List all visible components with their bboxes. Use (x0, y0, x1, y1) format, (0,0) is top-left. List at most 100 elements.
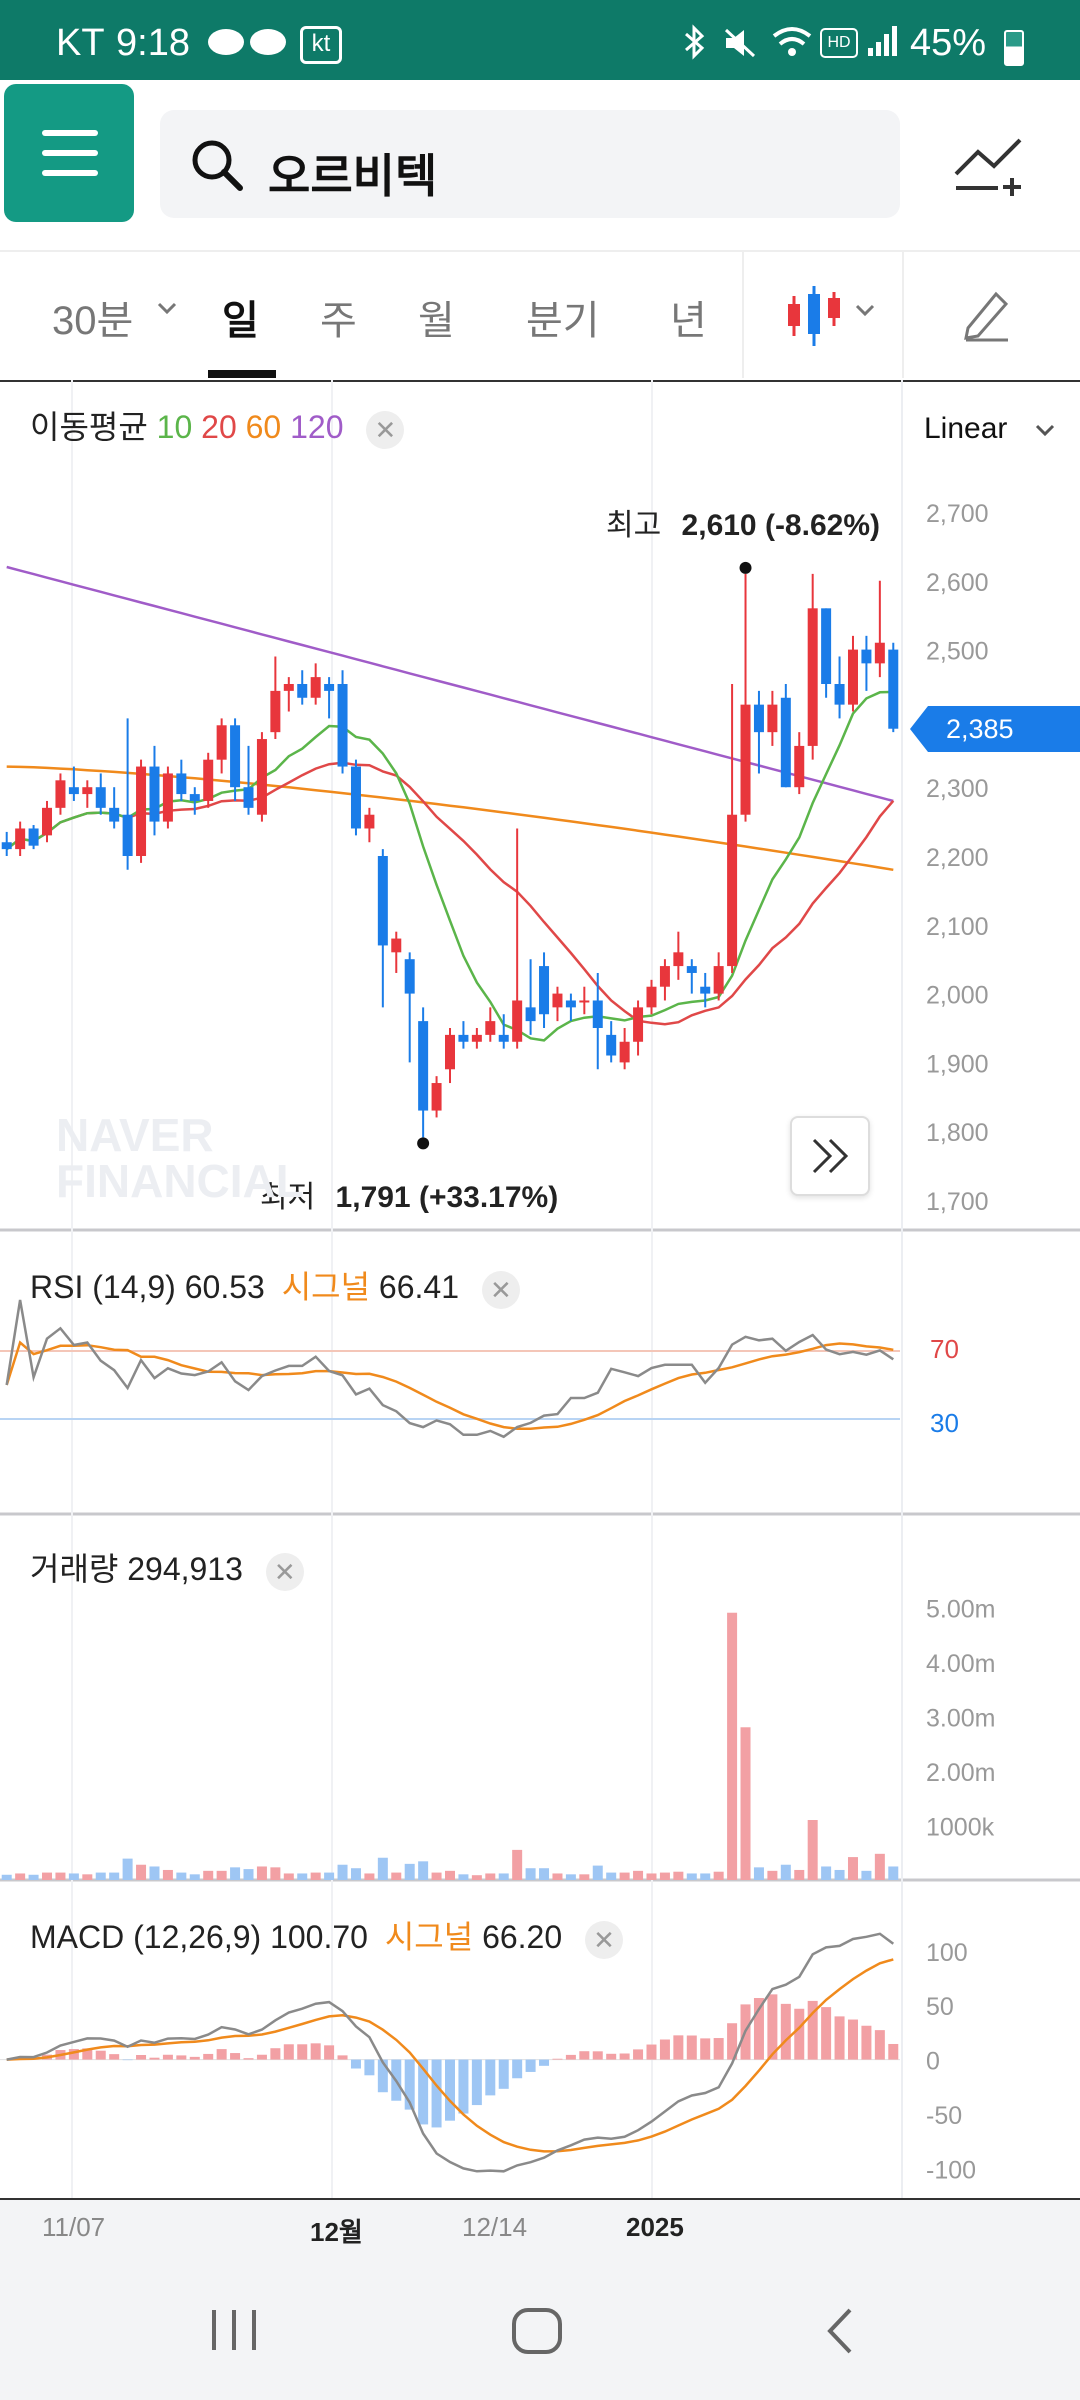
search-box[interactable]: 오르비텍 (160, 110, 900, 218)
tab-separator (902, 252, 904, 378)
menu-button[interactable] (4, 84, 134, 222)
volume-bar (834, 1869, 845, 1880)
high-marker (739, 561, 752, 574)
close-macd-button[interactable]: ✕ (585, 1920, 624, 1959)
volume-bar (753, 1867, 764, 1880)
volume-bar (525, 1868, 536, 1880)
volume-bar (42, 1872, 53, 1880)
status-carrier: KT (56, 22, 105, 64)
macd-histogram-bar (552, 2058, 563, 2060)
macd-signal-label: 시그널 (384, 1919, 474, 1955)
volume-bar (552, 1873, 563, 1880)
candle-body (646, 986, 657, 1008)
volume-bar (485, 1873, 496, 1880)
tab-week[interactable]: 주 (320, 299, 357, 343)
volume-bar (391, 1872, 402, 1880)
volume-bar (149, 1866, 160, 1880)
menu-icon-bar (42, 150, 98, 156)
price-tick-label: 2,000 (926, 982, 989, 1010)
chart-area[interactable]: 2,7002,6002,5002,4002,3002,2002,1002,000… (0, 380, 1080, 2200)
rsi-value: 60.53 (184, 1269, 265, 1305)
macd-label: MACD (12,26,9) (30, 1919, 262, 1955)
watermark: NAVER FINANCIAL (56, 1109, 304, 1207)
period-tabs: 30분 일 주 월 분기 년 (0, 250, 1080, 382)
volume-bar (162, 1869, 173, 1880)
macd-histogram-bar (122, 2059, 133, 2061)
tab-day[interactable]: 일 (222, 299, 259, 343)
macd-histogram-bar (283, 2044, 294, 2060)
volume-bar (28, 1874, 39, 1880)
macd-histogram-bar (512, 2059, 523, 2079)
tab-month[interactable]: 월 (418, 299, 455, 343)
volume-bar (431, 1872, 442, 1880)
macd-histogram-bar (565, 2054, 576, 2060)
close-rsi-button[interactable]: ✕ (481, 1270, 520, 1309)
volume-bar (780, 1864, 791, 1880)
ma-legend: 이동평균 10 20 60 120 ✕ (30, 402, 405, 449)
macd-histogram-bar (404, 2059, 415, 2110)
home-icon[interactable] (510, 2306, 566, 2361)
scale-selector[interactable]: Linear (924, 412, 1056, 446)
volume-bar (847, 1857, 858, 1880)
close-ma-button[interactable]: ✕ (366, 410, 405, 449)
recent-apps-icon[interactable] (206, 2306, 262, 2359)
candle-body (821, 608, 832, 684)
candle-type-icon[interactable] (784, 282, 844, 357)
price-tick-label: 2,300 (926, 775, 989, 803)
candle-body (686, 966, 697, 973)
macd-tick-label: -100 (926, 2156, 976, 2184)
volume-bar (740, 1727, 751, 1880)
candle-body (42, 807, 53, 836)
kt-badge: kt (300, 26, 342, 64)
candle-body (485, 1021, 496, 1035)
low-marker (417, 1137, 430, 1150)
volume-bar (216, 1870, 227, 1880)
volume-bar (686, 1873, 697, 1880)
ma-20: 20 (201, 409, 237, 445)
volume-bar (404, 1863, 415, 1880)
pencil-icon[interactable] (960, 286, 1012, 347)
candle-body (68, 787, 79, 795)
high-value: 2,610 (-8.62%) (681, 509, 880, 542)
volume-bar (55, 1872, 66, 1880)
compare-chart-icon[interactable] (950, 128, 1030, 203)
price-tick-label: 2,200 (926, 844, 989, 872)
chevron-down-icon[interactable] (854, 302, 876, 323)
volume-bar (337, 1864, 348, 1880)
volume-bar (888, 1866, 899, 1880)
macd-histogram-bar (619, 2053, 630, 2060)
volume-bar (633, 1870, 644, 1880)
tab-year[interactable]: 년 (670, 299, 707, 343)
x-label: 2025 (626, 2212, 684, 2242)
macd-histogram-bar (471, 2059, 482, 2106)
volume-bar (713, 1871, 724, 1880)
candle-body (767, 704, 778, 733)
active-tab-indicator (208, 370, 276, 378)
volume-bar (297, 1873, 308, 1880)
macd-histogram-bar (780, 2003, 791, 2060)
volume-bar (95, 1872, 106, 1880)
chevron-down-icon[interactable] (156, 300, 178, 321)
candle-body (592, 1000, 603, 1028)
status-time: 9:18 (116, 22, 190, 64)
macd-histogram-bar (539, 2059, 550, 2066)
macd-histogram-bar (525, 2059, 536, 2072)
volume-bar (136, 1864, 147, 1880)
macd-histogram-bar (874, 2030, 885, 2060)
volume-bar (579, 1874, 590, 1880)
price-tick-label: 1,700 (926, 1188, 989, 1216)
stock-chart[interactable]: 2,7002,6002,5002,4002,3002,2002,1002,000… (0, 380, 1080, 2200)
volume-value: 294,913 (127, 1551, 243, 1587)
back-icon[interactable] (820, 2306, 860, 2361)
close-volume-button[interactable]: ✕ (265, 1552, 304, 1591)
macd-histogram-bar (270, 2048, 281, 2060)
price-tick-label: 2,700 (926, 500, 989, 528)
ma-10-line (5, 690, 894, 1042)
macd-histogram-bar (256, 2054, 267, 2060)
macd-histogram-bar (753, 1998, 764, 2060)
tab-30min[interactable]: 30분 (52, 299, 134, 343)
volume-bar (794, 1869, 805, 1880)
scroll-latest-button[interactable] (790, 1116, 870, 1196)
candle-body (794, 745, 805, 788)
tab-quarter[interactable]: 분기 (526, 299, 600, 343)
